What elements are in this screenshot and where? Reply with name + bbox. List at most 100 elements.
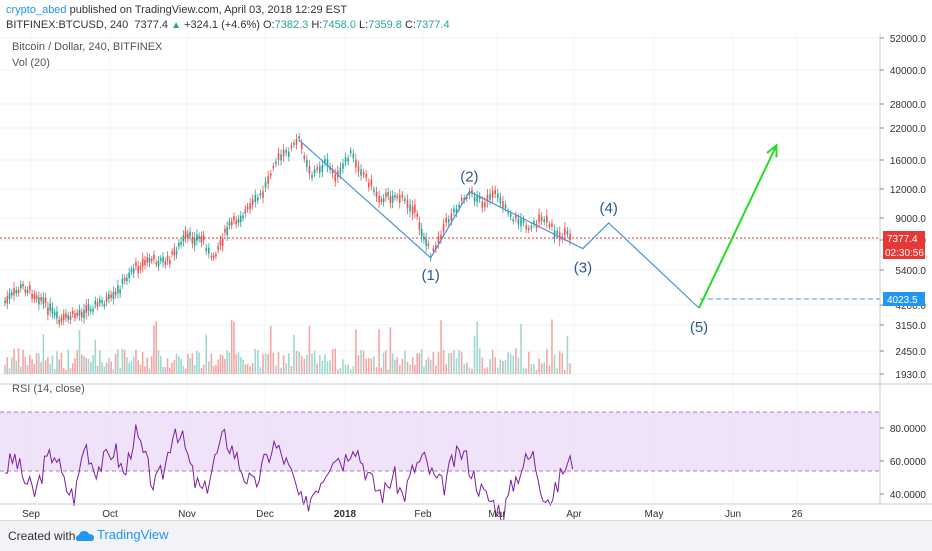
candle-body	[295, 138, 298, 145]
candle-body	[202, 235, 205, 241]
candle-body	[10, 292, 13, 296]
volume-bar	[144, 366, 146, 374]
volume-bar	[313, 351, 316, 374]
volume-bar	[246, 363, 249, 374]
close-label: C:	[404, 19, 416, 31]
candle-body	[298, 136, 300, 139]
rsi-tick-label: 80.0000	[890, 424, 927, 435]
candle-body	[566, 230, 569, 235]
volume-bar	[38, 353, 40, 374]
candle-body	[26, 290, 29, 293]
author-link[interactable]: crypto_abed	[6, 4, 67, 16]
volume-bar	[370, 358, 373, 374]
last-price: 7377.4	[134, 19, 169, 31]
volume-bar	[440, 320, 442, 374]
candle-body	[126, 277, 128, 282]
volume-bar	[200, 367, 203, 374]
candle-body	[108, 294, 110, 299]
volume-bar	[168, 368, 171, 374]
volume-bar	[71, 363, 74, 374]
volume-bar	[184, 368, 187, 374]
candle-body	[56, 311, 58, 319]
volume-bar	[264, 353, 267, 374]
candle-body	[94, 300, 97, 305]
candle-body	[128, 272, 130, 279]
chart-area[interactable]: (1) (2) (3) (4) (5) 52000.0 40000.0 28000.0 220…	[0, 34, 932, 534]
candle-body	[420, 228, 423, 237]
candle-body	[522, 219, 525, 223]
candle-body	[396, 196, 398, 199]
candle-body	[525, 225, 527, 230]
volume-bar	[382, 352, 385, 374]
volume-bar	[414, 364, 416, 374]
wave-label: (4)	[600, 200, 618, 217]
wave-label: (1)	[422, 267, 440, 284]
volume-bar	[553, 354, 556, 374]
candle-body	[191, 237, 194, 244]
symbol-label: BITFINEX:BTCUSD, 240	[6, 19, 129, 31]
candle-body	[24, 289, 27, 293]
chart-svg[interactable]: (1) (2) (3) (4) (5) 52000.0 40000.0 28000.0 220…	[0, 34, 932, 534]
volume-bar	[196, 350, 198, 374]
price-change: +324.1 (+4.6%)	[184, 19, 260, 31]
price-axis[interactable]: 52000.0 40000.0 28000.0 22000.0 16000.0 12000…	[880, 34, 926, 381]
candle-body	[389, 196, 392, 204]
candle-body	[411, 206, 414, 215]
candle-body	[187, 233, 189, 239]
volume-bar	[205, 334, 208, 374]
candle-body	[130, 269, 133, 272]
volume-bar	[162, 366, 164, 374]
candle-body	[471, 189, 473, 194]
candle-body	[543, 219, 546, 223]
candle-body	[344, 157, 347, 163]
candle-body	[375, 191, 378, 198]
volume-bar	[468, 367, 471, 374]
volume-bar	[87, 358, 90, 374]
time-tick-label: 26	[791, 509, 803, 520]
candle-body	[318, 166, 321, 173]
candle-body	[251, 199, 254, 205]
candle-body	[148, 257, 151, 263]
volume-bar	[401, 358, 404, 374]
candle-body	[409, 204, 411, 212]
price-tick-label: 40000.0	[890, 66, 927, 77]
candle-body	[110, 294, 112, 298]
volume-bar	[187, 354, 189, 374]
rsi-tick-label: 40.0000	[890, 490, 927, 501]
candle-body	[166, 255, 169, 261]
candle-body	[347, 158, 349, 162]
volume-bar	[360, 349, 362, 374]
up-triangle-icon: ▲	[171, 20, 182, 31]
volume-bar	[15, 360, 18, 374]
candle-body	[178, 242, 180, 247]
volume-bar	[481, 357, 484, 374]
candle-body	[239, 215, 242, 223]
volume-bar	[507, 352, 509, 374]
candle-body	[272, 165, 275, 169]
candle-body	[499, 197, 502, 204]
volume-bar	[398, 364, 401, 374]
tradingview-logo[interactable]: TradingView	[76, 527, 169, 542]
candle-body	[144, 260, 146, 266]
volume-bar	[92, 355, 94, 374]
volume-bar	[543, 362, 546, 374]
volume-bar	[344, 364, 347, 374]
volume-bar	[105, 362, 108, 374]
volume-bar	[394, 359, 396, 374]
volume-bar	[221, 355, 224, 374]
time-axis[interactable]: Sep Oct Nov Dec 2018 Feb Mar Apr May Jun 26	[22, 509, 803, 520]
volume-bar	[139, 364, 142, 374]
candle-body	[367, 182, 370, 188]
volume-bar	[239, 356, 242, 374]
candle-body	[538, 214, 540, 223]
price-tick-label: 52000.0	[890, 34, 927, 45]
price-tick-label: 12000.0	[890, 185, 927, 196]
volume-bar	[533, 363, 535, 374]
volume-bar	[425, 359, 427, 374]
volume-bar	[458, 350, 460, 374]
volume-bar	[153, 325, 155, 374]
volume-bar	[130, 361, 133, 374]
candle-body	[264, 181, 267, 188]
volume-bar	[150, 356, 153, 374]
volume-bar	[308, 325, 311, 374]
